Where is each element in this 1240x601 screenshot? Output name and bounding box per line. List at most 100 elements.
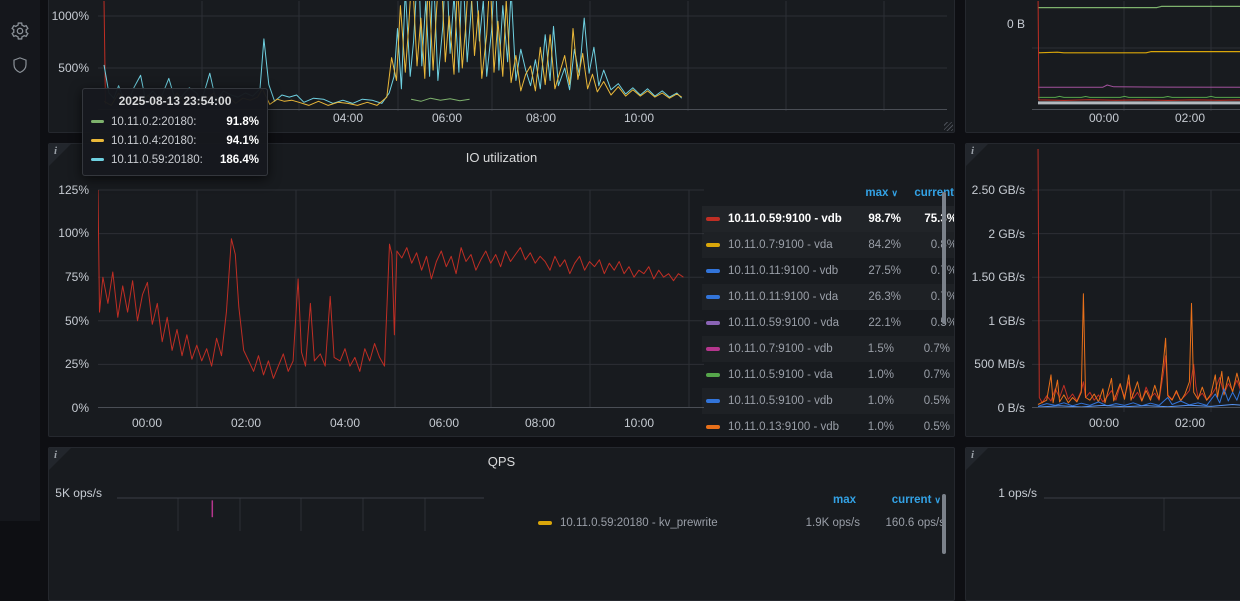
legend-rows: 10.11.0.59:20180 - kv_prewrite 1.9K ops/s…	[534, 510, 954, 536]
panel-io-utilization: i IO utilization max ∨ current 10.11.0.59:9…	[48, 143, 955, 437]
legend-scrollbar[interactable]	[942, 192, 946, 324]
legend-row[interactable]: 10.11.0.59:9100 - vda 22.1%0.5%	[702, 310, 954, 336]
legend-current-value: 160.6 ops/s	[885, 517, 945, 529]
legend-row[interactable]: 10.11.0.11:9100 - vda 26.3%0.7%	[702, 284, 954, 310]
x-tick-label: 02:00	[230, 416, 262, 430]
sort-chevron-down-icon: ∨	[891, 188, 898, 198]
x-tick-label: 08:00	[525, 111, 557, 125]
panel-info-corner[interactable]: i	[49, 448, 71, 470]
series-mem-low-green	[1038, 95, 1240, 98]
legend-row[interactable]: 10.11.0.5:9100 - vda 1.0% 0.7%	[702, 362, 954, 388]
legend-row[interactable]: 10.11.0.59:20180 - kv_prewrite 1.9K ops/s…	[534, 510, 954, 536]
x-tick-label: 06:00	[428, 416, 460, 430]
y-tick-label: 500%	[58, 61, 89, 75]
legend-max-value: 26.3%	[868, 291, 901, 303]
legend-scrollbar[interactable]	[942, 494, 946, 554]
legend-header-row: max ∨ current	[702, 180, 954, 206]
series-mem-top	[1038, 5, 1240, 9]
series-mem-red	[1037, 1, 1240, 101]
legend-max-value: 1.0%	[867, 369, 894, 381]
legend-row[interactable]: 10.11.0.13:9100 - vdb 1.0% 0.5%	[702, 414, 954, 436]
legend-max-value: 27.5%	[868, 265, 901, 277]
x-tick-label: 00:00	[131, 416, 163, 430]
disk-plot-area[interactable]	[1032, 149, 1240, 412]
y-tick-label: 2.50 GB/s	[971, 183, 1025, 197]
series-color-swatch	[706, 425, 720, 429]
info-icon: i	[971, 145, 975, 157]
panel-ops: i 1 ops/s	[965, 447, 1240, 601]
legend-current-value: 0.5%	[901, 317, 954, 329]
legend-row[interactable]: 10.11.0.7:9100 - vda 84.2%0.8%	[702, 232, 954, 258]
series-mem-mid	[1037, 50, 1240, 54]
legend-series-label: 10.11.0.59:9100 - vdb	[728, 213, 842, 225]
panel-title[interactable]: IO utilization	[465, 150, 538, 165]
io-legend: max ∨ current 10.11.0.59:9100 - vdb 98.7% 75.…	[702, 180, 954, 436]
tooltip-series-value: 94.1%	[226, 134, 259, 147]
legend-series-label: 10.11.0.11:9100 - vdb	[728, 265, 839, 277]
y-tick-label: 1000%	[51, 9, 89, 23]
legend-row[interactable]: 10.11.0.7:9100 - vdb 1.5% 0.7%	[702, 336, 954, 362]
info-icon: i	[54, 449, 58, 461]
legend-current-value: 0.7%	[901, 265, 954, 277]
panel-info-corner[interactable]: i	[966, 144, 988, 166]
tooltip-series-label: 10.11.0.59:20180:	[111, 153, 203, 166]
panel-resize-handle[interactable]	[944, 122, 953, 131]
x-tick-label: 02:00	[1174, 111, 1206, 125]
x-tick-label: 00:00	[1088, 111, 1120, 125]
series-disk-orange	[1037, 293, 1240, 405]
legend-header-current[interactable]: current ∨	[891, 494, 941, 506]
legend-header-row: max current ∨	[534, 490, 954, 510]
legend-series-label: 10.11.0.7:9100 - vda	[728, 239, 833, 251]
info-icon: i	[54, 145, 58, 157]
panel-info-corner[interactable]: i	[966, 448, 988, 470]
legend-series-label: 10.11.0.59:20180 - kv_prewrite	[560, 517, 718, 529]
x-tick-label: 06:00	[431, 111, 463, 125]
legend-header-max[interactable]: max	[832, 494, 856, 506]
series-color-swatch	[706, 243, 720, 247]
legend-current-value: 0.5%	[923, 395, 950, 407]
legend-current-value: 75.3%	[924, 213, 955, 225]
series-10.11.0.2:20180	[410, 97, 470, 102]
y-tick-label: 1 GB/s	[988, 314, 1025, 328]
x-tick-label: 00:00	[1088, 416, 1120, 430]
legend-max-value: 22.1%	[868, 317, 901, 329]
ops-plot-area[interactable]	[1032, 491, 1240, 531]
legend-max-value: 1.5%	[867, 343, 894, 355]
y-tick-label: 100%	[58, 226, 89, 240]
legend-max-value: 98.7%	[868, 213, 901, 225]
memory-plot-area[interactable]	[1032, 1, 1240, 111]
gear-icon	[11, 22, 29, 40]
series-color-swatch	[706, 269, 720, 273]
y-tick-label: 1 ops/s	[998, 486, 1037, 500]
series-color-swatch	[91, 120, 104, 123]
legend-header-max[interactable]: max ∨	[865, 187, 898, 199]
x-tick-label: 10:00	[623, 416, 655, 430]
shield-icon[interactable]	[0, 48, 40, 82]
x-tick-label: 04:00	[332, 111, 364, 125]
series-color-swatch	[91, 139, 104, 142]
legend-row[interactable]: 10.11.0.11:9100 - vdb 27.5%0.7%	[702, 258, 954, 284]
legend-row[interactable]: 10.11.0.59:9100 - vdb 98.7% 75.3%	[702, 206, 954, 232]
series-color-swatch	[706, 295, 720, 299]
y-tick-label: 500 MB/s	[974, 357, 1025, 371]
legend-series-label: 10.11.0.59:9100 - vda	[728, 317, 840, 329]
qps-legend: max current ∨ 10.11.0.59:20180 - kv_prewrit…	[534, 490, 954, 536]
panel-info-corner[interactable]: i	[49, 144, 71, 166]
legend-row[interactable]: 10.11.0.5:9100 - vdb 1.0% 0.5%	[702, 388, 954, 414]
panel-title[interactable]: QPS	[487, 454, 516, 469]
series-color-swatch	[706, 347, 720, 351]
legend-series-label: 10.11.0.5:9100 - vdb	[728, 395, 833, 407]
legend-series-label: 10.11.0.13:9100 - vdb	[728, 421, 840, 433]
legend-series-label: 10.11.0.11:9100 - vda	[728, 291, 839, 303]
tooltip-timestamp: 2025-08-13 23:54:00	[118, 94, 232, 108]
y-tick-label: 2 GB/s	[988, 227, 1025, 241]
tooltip-rows: 10.11.0.2:20180: 91.8% 10.11.0.4:20180: 94.…	[91, 112, 259, 169]
series-mem-purple	[1038, 84, 1240, 88]
settings-gear-icon[interactable]	[0, 14, 40, 48]
legend-current-value: 0.7%	[923, 369, 950, 381]
y-tick-label: 0 B	[1006, 17, 1025, 31]
legend-series-label: 10.11.0.7:9100 - vdb	[728, 343, 833, 355]
io-plot-area[interactable]	[98, 184, 704, 408]
tooltip-series-value: 186.4%	[219, 153, 259, 166]
